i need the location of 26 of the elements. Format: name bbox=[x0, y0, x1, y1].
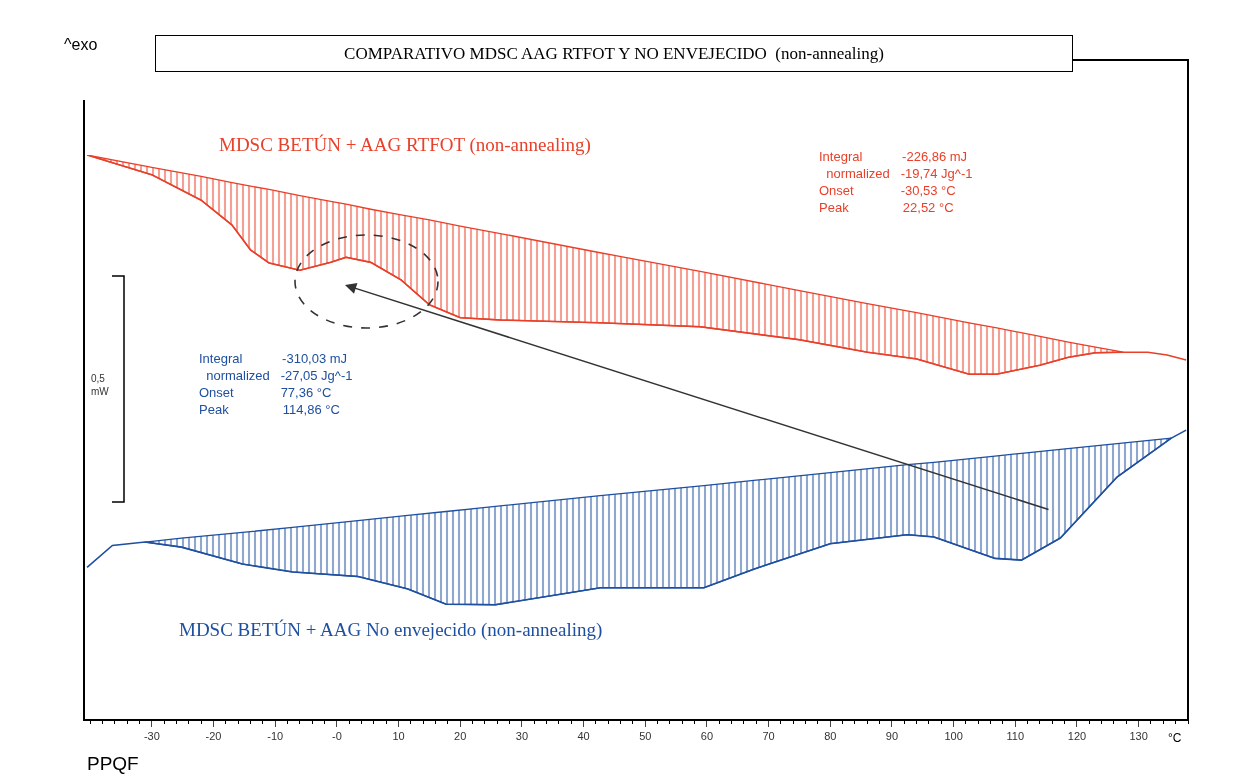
annotation: 0,5 mW bbox=[91, 373, 110, 397]
x-tick-label: -20 bbox=[205, 730, 222, 743]
x-tick-label: 90 bbox=[885, 730, 899, 743]
x-tick-label: -30 bbox=[143, 730, 160, 743]
x-tick-label: -10 bbox=[267, 730, 284, 743]
text: ^exo bbox=[64, 36, 98, 53]
x-tick-label: 120 bbox=[1067, 730, 1087, 743]
x-tick-label: 70 bbox=[762, 730, 775, 743]
chart-title: COMPARATIVO MDSC AAG RTFOT Y NO ENVEJECIDO (non-annealing) bbox=[344, 44, 884, 63]
x-tick-label: 110 bbox=[1006, 730, 1025, 743]
x-tick-label: 30 bbox=[515, 730, 529, 743]
x-tick-label: -0 bbox=[331, 730, 342, 743]
text: MDSC BETÚN + AAG RTFOT (non-annealing) bbox=[219, 134, 591, 156]
x-tick-label: 60 bbox=[700, 730, 714, 743]
x-axis-title: °C bbox=[1168, 731, 1182, 745]
series-label: MDSC BETÚN + AAG No envejecido (non-annealing) bbox=[179, 619, 603, 641]
annotation: Integral -226,86 mJ normalized -19,74 Jg^-1 Onset -30,53 °C Peak 22,52 °C bbox=[819, 149, 973, 215]
x-tick-label: 100 bbox=[944, 730, 963, 743]
x-tick-label: 80 bbox=[824, 730, 837, 743]
text: PPQF bbox=[87, 753, 139, 774]
x-tick-label: 40 bbox=[577, 730, 590, 743]
x-tick-label: 50 bbox=[639, 730, 652, 743]
x-tick-label: 10 bbox=[392, 730, 405, 743]
x-tick-label: 130 bbox=[1129, 730, 1148, 743]
annotation: Integral -310,03 mJ normalized -27,05 Jg^-1 Onset 77,36 °C Peak 114,86 °C bbox=[199, 351, 353, 417]
x-tick-label: 20 bbox=[454, 730, 467, 743]
